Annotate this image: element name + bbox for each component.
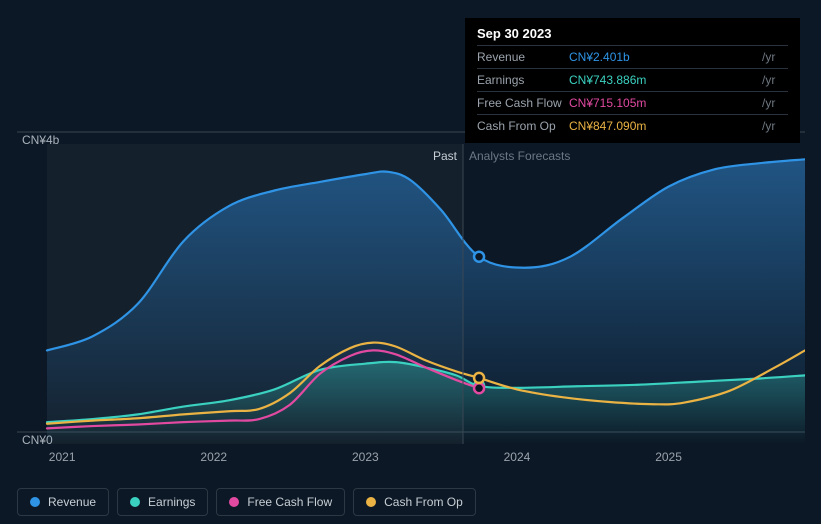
tooltip-title: Sep 30 2023 <box>477 26 788 45</box>
legend-swatch-icon <box>130 497 140 507</box>
tooltip-table: RevenueCN¥2.401b/yrEarningsCN¥743.886m/y… <box>477 45 788 137</box>
legend-label: Revenue <box>48 495 96 509</box>
x-tick: 2021 <box>49 450 76 464</box>
tooltip-value: CN¥715.105m <box>569 92 758 115</box>
x-tick: 2025 <box>655 450 682 464</box>
legend-item-fcf[interactable]: Free Cash Flow <box>216 488 345 516</box>
tooltip-unit: /yr <box>758 115 788 138</box>
svg-text:Past: Past <box>433 149 458 163</box>
tooltip-key: Earnings <box>477 69 569 92</box>
tooltip-value: CN¥743.886m <box>569 69 758 92</box>
tooltip-unit: /yr <box>758 92 788 115</box>
tooltip-row: Cash From OpCN¥847.090m/yr <box>477 115 788 138</box>
x-axis-ticks: 2021 2022 2023 2024 2025 <box>17 450 805 470</box>
legend-swatch-icon <box>366 497 376 507</box>
tooltip-row: EarningsCN¥743.886m/yr <box>477 69 788 92</box>
svg-text:CN¥4b: CN¥4b <box>22 133 60 147</box>
financials-chart: CN¥4bCN¥0PastAnalysts Forecasts 20212022… <box>17 0 805 524</box>
tooltip-row: RevenueCN¥2.401b/yr <box>477 46 788 69</box>
legend-label: Cash From Op <box>384 495 463 509</box>
tooltip-value: CN¥847.090m <box>569 115 758 138</box>
tooltip-unit: /yr <box>758 46 788 69</box>
tooltip-row: Free Cash FlowCN¥715.105m/yr <box>477 92 788 115</box>
tooltip-value: CN¥2.401b <box>569 46 758 69</box>
chart-legend: Revenue Earnings Free Cash Flow Cash From O… <box>17 488 476 516</box>
svg-text:Analysts Forecasts: Analysts Forecasts <box>469 149 570 163</box>
legend-label: Free Cash Flow <box>247 495 332 509</box>
legend-label: Earnings <box>148 495 195 509</box>
legend-swatch-icon <box>30 497 40 507</box>
legend-item-earnings[interactable]: Earnings <box>117 488 208 516</box>
tooltip-key: Cash From Op <box>477 115 569 138</box>
chart-tooltip: Sep 30 2023 RevenueCN¥2.401b/yrEarningsC… <box>465 18 800 143</box>
x-tick: 2023 <box>352 450 379 464</box>
tooltip-unit: /yr <box>758 69 788 92</box>
x-tick: 2024 <box>504 450 531 464</box>
legend-swatch-icon <box>229 497 239 507</box>
legend-item-revenue[interactable]: Revenue <box>17 488 109 516</box>
tooltip-key: Revenue <box>477 46 569 69</box>
tooltip-key: Free Cash Flow <box>477 92 569 115</box>
x-tick: 2022 <box>200 450 227 464</box>
legend-item-cfo[interactable]: Cash From Op <box>353 488 476 516</box>
